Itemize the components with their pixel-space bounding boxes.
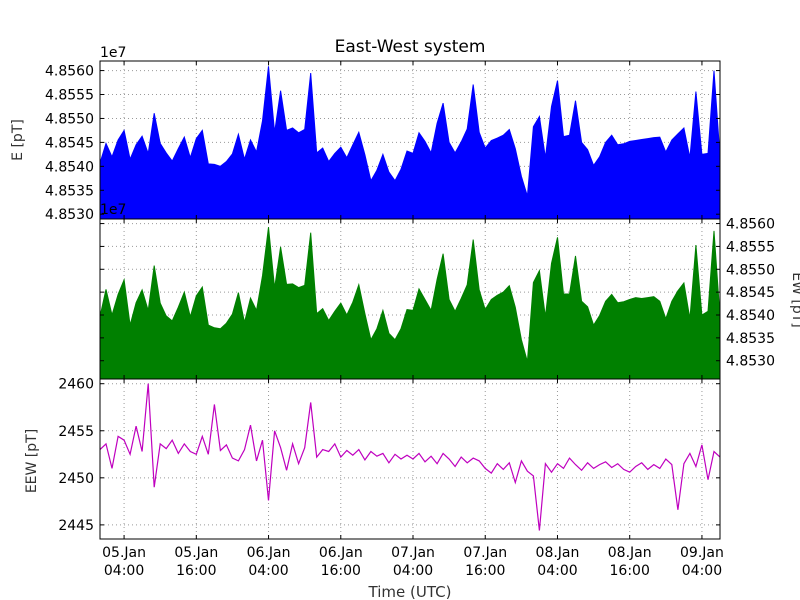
ylabel-eew: EEW [pT] [24,429,40,493]
ytick-label-ew-3: 4.8545 [726,285,775,301]
xtick-label-time-3: 16:00 [321,563,361,579]
xtick-label-date-2: 06.Jan [247,545,291,561]
xtick-label-time-6: 04:00 [537,563,577,579]
xtick-label-date-3: 06.Jan [319,545,363,561]
ytick-label-ew-0: 4.8530 [726,354,775,370]
xtick-label-time-4: 04:00 [393,563,433,579]
offset-label-ew: 1e7 [100,202,126,218]
panel-eew: 2445 2450 2455 2460 05.Jan 04:00 05.Jan 16:00 06… [58,377,724,579]
xtick-label-time-5: 16:00 [465,563,505,579]
xtick-label-date-0: 05.Jan [102,545,146,561]
series-line-eew [99,383,721,531]
panel-ew: 4.8530 4.8535 4.8540 4.8545 4.8550 4.8555 4.85… [99,217,775,380]
ytick-label-ew-5: 4.8555 [726,239,775,255]
xtick-label-time-2: 04:00 [248,563,288,579]
axes-frame-eew [99,378,721,540]
ytick-label-ew-6: 4.8560 [726,217,775,233]
ytick-label-ew-1: 4.8535 [726,331,775,347]
ytick-label-ew-4: 4.8550 [726,262,775,278]
ytick-label-eew-1: 2450 [58,471,94,487]
ytick-label-eew-3: 2460 [58,377,94,393]
ytick-label-e-4: 4.8550 [45,111,94,127]
panel-e: 4.8530 4.8535 4.8540 4.8545 4.8550 4.8555 4.85… [45,60,721,223]
ytick-label-e-5: 4.8555 [45,88,94,104]
ytick-label-e-3: 4.8545 [45,135,94,151]
xlabel: Time (UTC) [368,583,452,600]
xtick-label-date-4: 07.Jan [391,545,435,561]
xtick-label-time-8: 04:00 [682,563,722,579]
xtick-label-time-0: 04:00 [104,563,144,579]
ytick-label-ew-2: 4.8540 [726,308,775,324]
xtick-label-date-6: 08.Jan [536,545,580,561]
xtick-label-time-7: 16:00 [610,563,650,579]
ytick-label-eew-0: 2445 [58,518,94,534]
ylabel-e: E [pT] [10,119,26,161]
series-area-e [99,66,721,220]
chart-title: East-West system [335,37,486,57]
xtick-label-date-5: 07.Jan [463,545,507,561]
ytick-label-eew-2: 2455 [58,424,94,440]
xtick-label-date-7: 08.Jan [608,545,652,561]
xtick-label-time-1: 16:00 [176,563,216,579]
xtick-label-date-1: 05.Jan [174,545,218,561]
ytick-label-e-1: 4.8535 [45,183,94,199]
ylabel-ew: EW [pT] [789,272,800,328]
ytick-label-e-2: 4.8540 [45,159,94,175]
xtick-label-date-8: 09.Jan [680,545,724,561]
offset-label-e: 1e7 [100,45,126,61]
ytick-label-e-0: 4.8530 [45,207,94,223]
series-area-ew [99,227,721,380]
ytick-label-e-6: 4.8560 [45,64,94,80]
